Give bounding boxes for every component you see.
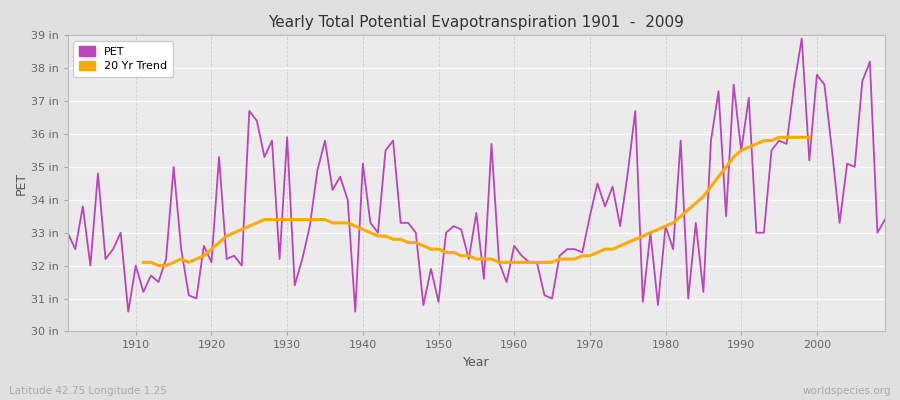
20 Yr Trend (138, 260, 148, 265)
PET (796, 36, 807, 41)
Legend: PET, 20 Yr Trend: PET, 20 Yr Trend (73, 41, 173, 77)
X-axis label: Year: Year (463, 356, 490, 369)
PET (508, 244, 519, 248)
20 Yr Trend (229, 230, 239, 235)
Line: 20 Yr Trend: 20 Yr Trend (143, 137, 809, 266)
20 Yr Trend (153, 263, 164, 268)
PET (608, 184, 618, 189)
Text: Latitude 42.75 Longitude 1.25: Latitude 42.75 Longitude 1.25 (9, 386, 166, 396)
PET (517, 253, 527, 258)
20 Yr Trend (736, 148, 747, 153)
20 Yr Trend (213, 240, 224, 245)
PET (879, 217, 890, 222)
PET (122, 309, 133, 314)
Title: Yearly Total Potential Evapotranspiration 1901  -  2009: Yearly Total Potential Evapotranspiratio… (268, 15, 684, 30)
20 Yr Trend (774, 135, 785, 140)
20 Yr Trend (486, 257, 497, 262)
Text: worldspecies.org: worldspecies.org (803, 386, 891, 396)
Y-axis label: PET: PET (15, 172, 28, 195)
20 Yr Trend (804, 135, 814, 140)
Line: PET: PET (68, 39, 885, 312)
PET (62, 230, 73, 235)
PET (297, 257, 308, 262)
PET (342, 198, 353, 202)
20 Yr Trend (403, 240, 414, 245)
20 Yr Trend (282, 217, 292, 222)
PET (130, 263, 141, 268)
